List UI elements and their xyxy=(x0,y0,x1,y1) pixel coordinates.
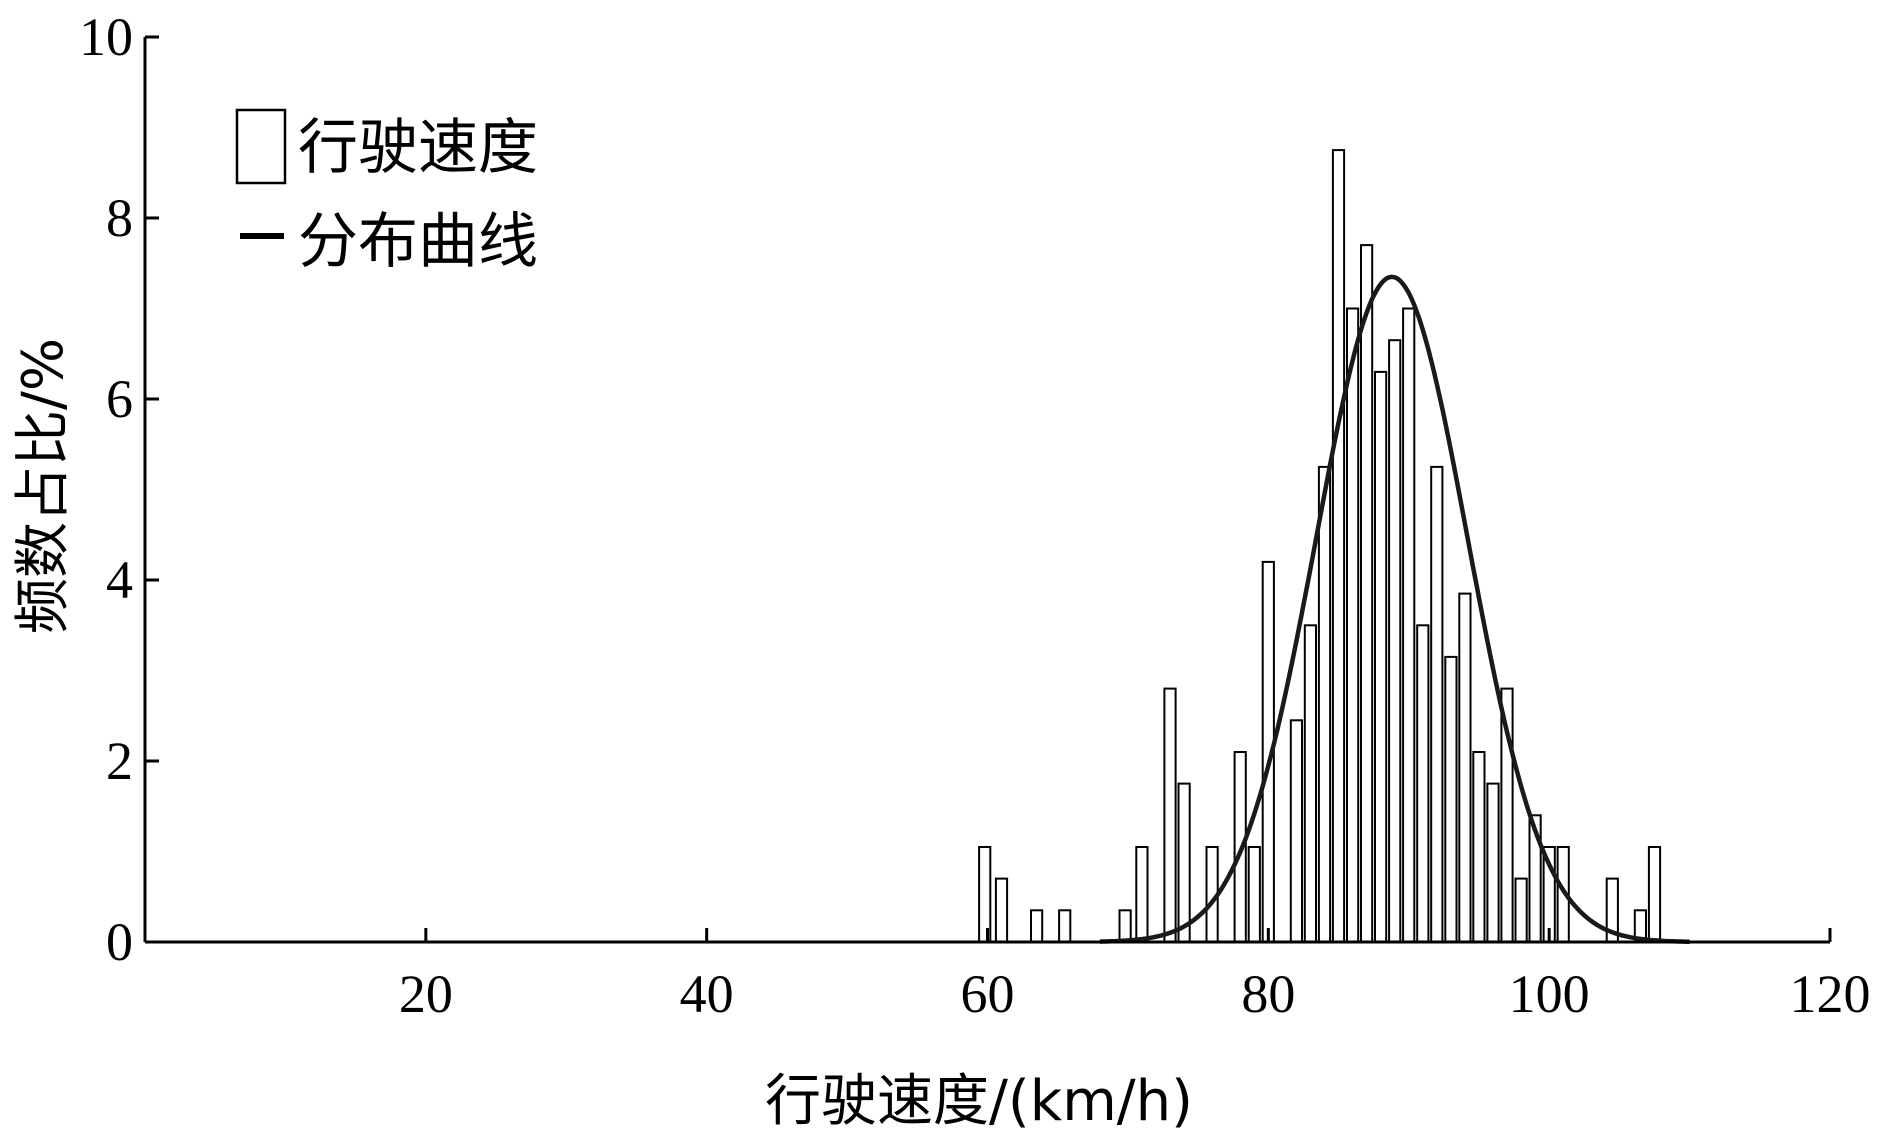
y-tick-label: 10 xyxy=(79,7,133,67)
histogram-bar xyxy=(1247,846,1261,943)
histogram-bar xyxy=(1514,877,1528,943)
histogram-bars xyxy=(978,149,1662,944)
histogram-bar xyxy=(1135,846,1149,943)
histogram-bar xyxy=(1444,655,1458,944)
histogram-bar xyxy=(1118,909,1132,943)
x-tick-label: 120 xyxy=(1790,964,1871,1024)
y-tick-label: 8 xyxy=(106,188,133,248)
histogram-bar xyxy=(1303,624,1318,944)
histogram-bar xyxy=(1030,909,1044,943)
legend-label-curve: 分布曲线 xyxy=(298,207,538,277)
histogram-bar xyxy=(1374,370,1388,943)
y-ticks: 0 2 4 6 8 10 xyxy=(79,7,159,972)
x-tick-label: 40 xyxy=(680,964,734,1024)
y-tick-label: 4 xyxy=(106,550,133,610)
histogram-bar xyxy=(1331,149,1346,944)
y-tick-label: 2 xyxy=(106,731,133,791)
histogram-bar xyxy=(1163,687,1177,943)
histogram-bar xyxy=(1486,782,1500,943)
x-tick-label: 100 xyxy=(1509,964,1590,1024)
legend-bar-swatch xyxy=(235,108,287,185)
y-axis-title: 频数占比/% xyxy=(11,338,76,634)
x-tick-label: 80 xyxy=(1241,964,1295,1024)
histogram-bar xyxy=(1416,624,1430,944)
x-tick-label: 20 xyxy=(399,964,453,1024)
histogram-bar xyxy=(1472,751,1486,943)
legend-label-bars: 行驶速度 xyxy=(298,113,538,183)
histogram-bar xyxy=(1458,592,1472,943)
histogram-bar xyxy=(994,877,1009,943)
histogram-bar xyxy=(1289,719,1304,943)
y-tick-label: 6 xyxy=(106,369,133,429)
distribution-curve xyxy=(1099,274,1690,944)
histogram-bar xyxy=(1360,244,1374,944)
histogram-bar xyxy=(1388,339,1402,943)
histogram-bar xyxy=(1177,782,1191,943)
histogram-bar xyxy=(1317,465,1332,943)
histogram-bar xyxy=(1430,465,1444,943)
x-ticks: 20 40 60 80 100 120 xyxy=(399,928,1871,1024)
histogram-bar xyxy=(978,846,992,943)
histogram-bar xyxy=(1346,307,1360,943)
legend: 行驶速度 分布曲线 xyxy=(235,108,538,277)
histogram-bar xyxy=(1058,909,1072,943)
x-tick-label: 60 xyxy=(961,964,1015,1024)
histogram-bar xyxy=(1402,307,1416,943)
histogram-bar xyxy=(1647,846,1662,943)
x-axis-title: 行驶速度/(km/h) xyxy=(765,1069,1193,1134)
y-tick-label: 0 xyxy=(106,912,133,972)
